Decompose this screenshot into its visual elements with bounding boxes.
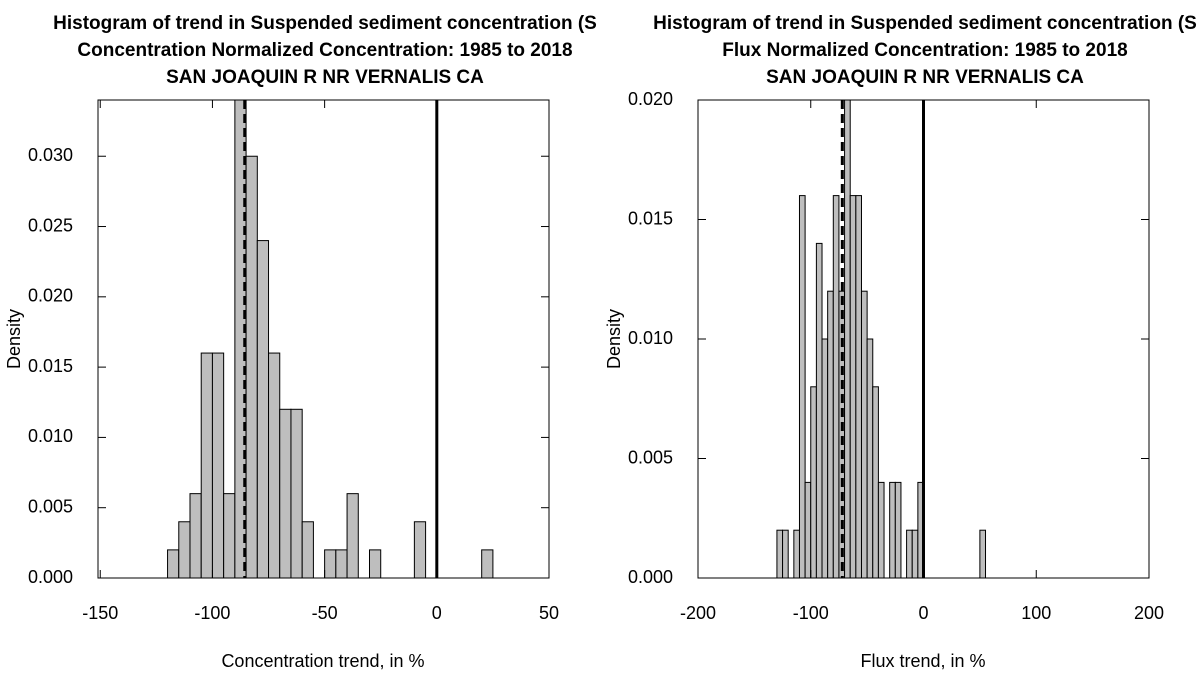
chart-title: SAN JOAQUIN R NR VERNALIS CA [766,67,1084,88]
bar [911,529,919,578]
chart-title: Concentration Normalized Concentration: … [77,40,572,61]
bar [815,242,823,578]
y-tick-label: 0.010 [628,328,673,348]
x-tick-label: 0 [432,603,442,623]
bar [855,195,862,578]
bar [849,195,857,578]
bar [346,493,359,578]
bar [889,481,896,578]
bar [256,240,270,578]
x-tick-label: 50 [539,603,559,623]
x-tick-label: 0 [918,603,928,623]
bar [872,386,879,578]
bar [178,521,191,578]
bar [979,529,987,578]
bar [189,493,202,578]
chart-title: SAN JOAQUIN R NR VERNALIS CA [166,67,484,88]
chart-title: Histogram of trend in Suspended sediment… [53,13,597,34]
y-tick-label: 0.010 [28,426,73,446]
x-tick-label: 100 [1021,603,1051,623]
bar [200,352,213,578]
y-tick-label: 0.025 [28,215,73,235]
plot-frame [97,99,550,579]
bar [844,100,851,578]
bar [413,521,427,578]
x-tick-label: -50 [312,603,338,623]
bar [776,529,784,578]
y-tick-label: 0.015 [628,208,673,228]
bar [793,529,800,578]
chart: Histogram of trend in Suspended sediment… [4,13,597,671]
chart-title: Flux Normalized Concentration: 1985 to 2… [722,40,1127,61]
bar [211,352,225,578]
bar [368,549,382,578]
x-tick-label: -150 [82,603,118,623]
bar [866,338,874,578]
bar [268,352,281,578]
bar [894,481,902,578]
bar [279,408,292,578]
bar [810,386,817,578]
x-tick-label: 200 [1134,603,1164,623]
bar [290,408,303,578]
y-tick-label: 0.005 [28,496,73,516]
y-axis-label: Density [4,309,24,369]
y-tick-label: 0.000 [28,567,73,587]
bar [832,195,840,578]
chart: Histogram of trend in Suspended sediment… [604,13,1197,671]
x-tick-label: -200 [680,603,716,623]
bar [804,481,812,578]
bar [877,481,885,578]
y-tick-label: 0.030 [28,145,73,165]
bar [906,529,913,578]
y-tick-label: 0.005 [628,447,673,467]
y-axis-label: Density [604,309,624,369]
bar [827,290,834,578]
y-tick-label: 0.000 [628,567,673,587]
bar [481,549,494,578]
chart-title: Histogram of trend in Suspended sediment… [653,13,1197,34]
x-axis-label: Concentration trend, in % [221,651,424,671]
plot-area [167,100,494,578]
bar [245,155,258,578]
bar [324,549,337,578]
y-tick-label: 0.020 [28,286,73,306]
bar [301,521,314,578]
y-tick-label: 0.020 [628,89,673,109]
x-axis-label: Flux trend, in % [860,651,985,671]
x-tick-label: -100 [793,603,829,623]
bar [335,549,348,578]
bar [782,529,789,578]
bar [223,493,236,578]
x-tick-label: -100 [194,603,230,623]
y-tick-label: 0.015 [28,356,73,376]
bar [167,549,180,578]
bar [860,290,868,578]
bar [798,195,806,578]
bar [821,338,829,578]
plot-area [776,100,987,578]
